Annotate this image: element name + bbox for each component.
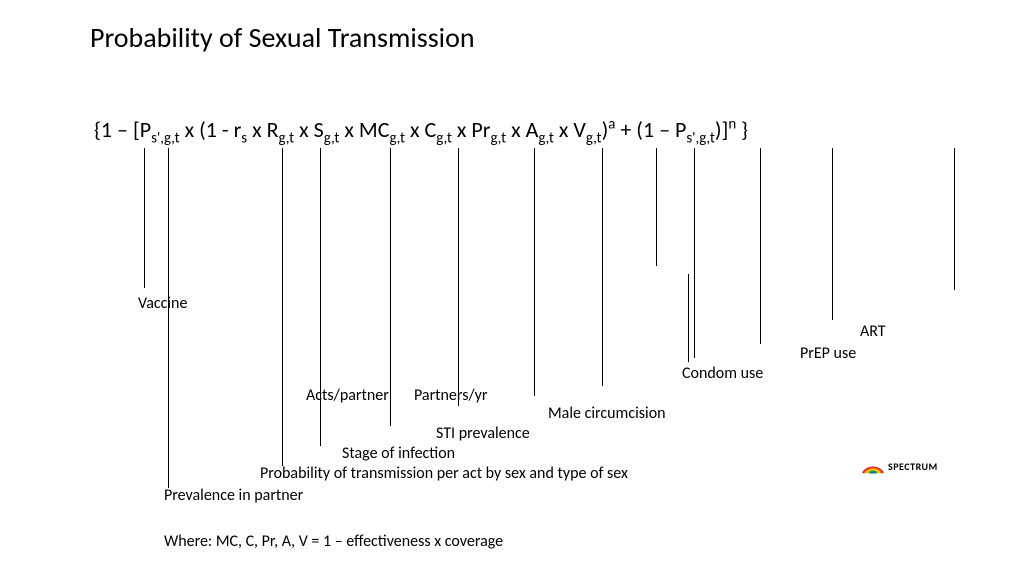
pointer-line <box>282 148 283 466</box>
spectrum-logo: SPECTRUM <box>862 458 938 474</box>
pointer-line <box>458 148 459 406</box>
transmission-formula: {1 – [Ps',g,t x (1 - rs x Rg,t x Sg,t x … <box>94 116 748 143</box>
spectrum-logo-text: SPECTRUM <box>888 460 938 473</box>
annotation-label: Partners/yr <box>414 386 487 405</box>
pointer-line <box>760 148 761 344</box>
annotation-label: Prevalence in partner <box>164 486 303 505</box>
footer-note: Where: MC, C, Pr, A, V = 1 – effectivene… <box>164 532 503 551</box>
annotation-label: Vaccine <box>138 294 187 313</box>
rainbow-icon <box>862 458 884 474</box>
pointer-line <box>144 148 145 288</box>
pointer-line <box>534 148 535 396</box>
pointer-line <box>832 148 833 320</box>
annotation-label: Stage of infection <box>342 444 455 463</box>
annotation-label: Male circumcision <box>548 404 666 423</box>
pointer-line <box>390 148 391 426</box>
pointer-line <box>168 148 169 488</box>
annotation-label: PrEP use <box>800 344 856 363</box>
pointer-line <box>694 148 695 358</box>
slide-title: Probability of Sexual Transmission <box>90 20 475 55</box>
annotation-label: Probability of transmission per act by s… <box>260 464 628 483</box>
annotation-label: Condom use <box>682 364 763 383</box>
pointer-line <box>602 148 603 386</box>
pointer-line <box>688 274 689 362</box>
pointer-line <box>954 148 955 290</box>
annotation-label: STI prevalence <box>436 424 530 443</box>
annotation-label: Acts/partner <box>306 386 389 405</box>
pointer-line <box>656 148 657 266</box>
annotation-label: ART <box>860 322 886 341</box>
